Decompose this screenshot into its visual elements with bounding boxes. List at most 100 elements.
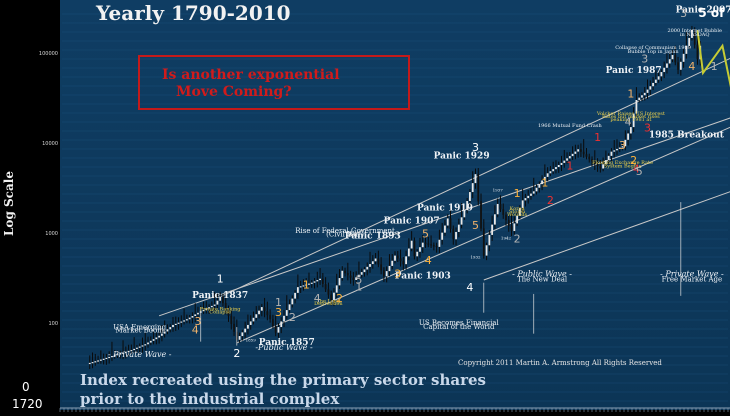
candle-body — [485, 245, 488, 256]
candle-body — [610, 151, 613, 156]
candle-body — [313, 281, 316, 283]
candle-body — [627, 133, 629, 140]
wave-count-label: 1 — [594, 131, 601, 144]
candle-body — [127, 350, 130, 353]
candle-body — [377, 258, 380, 265]
annotation-label: US Becomes Financial — [419, 319, 500, 327]
trend-line — [219, 57, 730, 298]
annotation-label: Bubble Top in Japan — [628, 49, 680, 55]
candle-body — [333, 292, 335, 300]
candle-body — [116, 354, 119, 356]
candle-body — [252, 317, 255, 322]
candle-body — [147, 342, 149, 345]
candle-body — [305, 284, 308, 286]
candle-body — [194, 314, 197, 317]
candle-body — [288, 304, 291, 311]
candle-body — [407, 248, 410, 257]
candle-body — [641, 95, 643, 98]
candle-body — [449, 218, 452, 229]
candle-body — [693, 29, 696, 45]
candle-body — [91, 362, 94, 364]
y-axis-label: Log Scale — [2, 171, 16, 236]
candle-body — [352, 277, 355, 280]
alert-box: Is another exponential Move Coming? — [138, 55, 410, 110]
candle-body — [679, 61, 682, 70]
candle-body — [241, 332, 244, 337]
candle-body — [430, 244, 432, 246]
candle-body — [629, 127, 632, 134]
annotation-label: -Public Wave - — [255, 343, 313, 352]
annotation-label: Floating Exchange Rate — [592, 160, 653, 166]
candle-body — [549, 171, 552, 174]
wave-count-label: 3 — [644, 122, 651, 135]
candle-body — [166, 329, 169, 332]
candle-body — [538, 184, 541, 188]
annotation-label: Volcker Raises US Interest — [596, 111, 665, 117]
wave-count-label: 1 — [303, 279, 310, 292]
candle-body — [452, 228, 455, 240]
annotation-label: Panic 1907 — [384, 217, 440, 227]
annotation-label: The Long — [316, 299, 341, 305]
candle-body — [441, 232, 444, 240]
wave-count-label: 1 — [627, 87, 634, 100]
candle-body — [666, 63, 668, 68]
candle-body — [188, 317, 191, 320]
candle-body — [285, 310, 288, 316]
candle-body — [469, 192, 471, 202]
candle-body — [230, 315, 233, 324]
candle-body — [391, 260, 394, 266]
candle-body — [213, 304, 216, 306]
candle-body — [463, 209, 466, 218]
candle-body — [416, 251, 419, 257]
candle-body — [580, 149, 582, 152]
candle-body — [247, 324, 249, 329]
candle-body — [316, 280, 319, 282]
candle-body — [432, 245, 435, 247]
y-tick-label: 10000 — [42, 141, 58, 147]
candle-body — [341, 270, 344, 279]
annotation-label: Private Banking — [200, 306, 241, 312]
candle-body — [405, 256, 407, 265]
candle-body — [136, 347, 138, 349]
footer-line-1: Index recreated using the primary sector… — [80, 371, 486, 389]
candle-body — [191, 316, 194, 318]
candle-body — [518, 208, 521, 216]
candle-body — [263, 307, 266, 312]
candle-body — [302, 285, 305, 287]
candle-body — [122, 352, 124, 354]
copyright-note: Copyright 2011 Martin A. Armstrong All R… — [458, 359, 662, 367]
candle-body — [335, 285, 338, 293]
candle-body — [355, 277, 358, 280]
annotation-label: Panic 1987 — [606, 66, 662, 76]
annotation-label: Stolen — [509, 209, 526, 215]
candle-body — [591, 159, 593, 162]
candle-body — [516, 215, 518, 224]
wave-count-label: 5 — [355, 273, 362, 286]
candle-body — [657, 76, 660, 80]
candle-body — [621, 146, 624, 148]
candle-body — [477, 174, 480, 202]
candle-body — [219, 296, 222, 301]
candle-body — [94, 361, 97, 363]
candle-body — [152, 339, 155, 341]
wave-count-label: 4 — [633, 162, 640, 175]
candle-body — [224, 303, 227, 310]
annotation-label: (Civil War) — [326, 231, 364, 239]
candle-body — [161, 333, 163, 336]
candle-body — [532, 191, 535, 194]
candle-body — [410, 240, 413, 249]
annotation-label: 1942 — [501, 235, 512, 240]
candle-body — [111, 355, 113, 358]
annotation-label: Depression — [314, 301, 343, 307]
candle-body — [444, 225, 446, 233]
wave-count-label: 3 — [394, 267, 401, 280]
wave-count-label: 5 — [472, 219, 479, 232]
candle-body — [632, 113, 635, 128]
candle-body — [455, 231, 457, 240]
candle-body — [294, 292, 296, 299]
candle-body — [491, 224, 494, 235]
wave-count-label: 4 — [314, 292, 321, 305]
candle-body — [371, 261, 374, 265]
annotation-label: Collapse — [209, 309, 231, 315]
candle-body — [593, 161, 596, 164]
